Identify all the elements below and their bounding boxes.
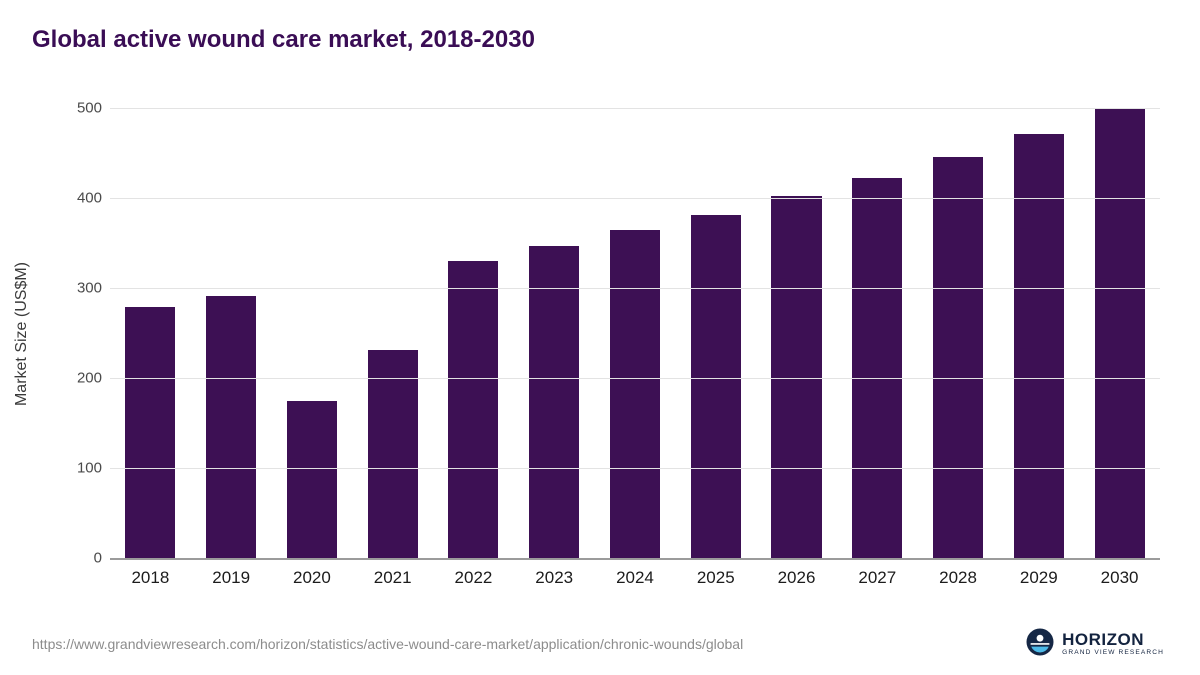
x-tick-label-2018: 2018 [131,568,170,587]
bar-2025 [690,215,741,558]
bar-2020 [286,400,337,558]
horizon-logo-text: HORIZON GRAND VIEW RESEARCH [1062,631,1164,657]
chart-title: Global active wound care market, 2018-20… [32,26,535,53]
bar-slot-2021 [352,108,433,558]
bar-2028 [933,156,984,558]
source-url: https://www.grandviewresearch.com/horizo… [32,636,744,652]
x-tick-label-2022: 2022 [454,568,493,587]
bar-2029 [1013,134,1064,558]
bar-slot-2027 [837,108,918,558]
bar-2024 [609,230,660,558]
x-tick-label-2029: 2029 [1019,568,1058,587]
x-tick-label-2023: 2023 [535,568,574,587]
bar-slot-2024 [595,108,676,558]
horizon-logo-icon [1026,628,1054,661]
bar-2021 [367,350,418,558]
horizon-logo-subtitle: GRAND VIEW RESEARCH [1062,649,1164,657]
bar-slot-2026 [756,108,837,558]
x-tick-label-2030: 2030 [1100,568,1139,587]
plot-area [110,108,1160,560]
y-tick-label-0: 0 [93,549,102,567]
bar-slot-2022 [433,108,514,558]
y-axis: 0 100 200 300 400 500 [58,100,102,567]
x-axis: 2018 2019 2020 2021 2022 2023 2024 2025 2026 2027… [110,568,1160,588]
horizon-logo: HORIZON GRAND VIEW RESEARCH [1026,628,1164,661]
x-tick-label-2024: 2024 [616,568,654,587]
y-tick-label-300: 300 [76,279,102,297]
bar-2019 [206,296,257,558]
gridline-500 [110,108,1160,109]
bar-slot-2030 [1079,108,1160,558]
x-tick-label-2028: 2028 [939,568,977,587]
bar-2018 [125,306,176,558]
x-tick-label-2026: 2026 [777,568,816,587]
gridline-100 [110,468,1160,469]
x-tick-label-2027: 2027 [858,568,897,587]
bar-slot-2019 [191,108,272,558]
gridline-300 [110,288,1160,289]
gridline-0 [110,558,1160,560]
y-axis-label: Market Size (US$M) [13,261,30,407]
x-tick-label-2021: 2021 [373,568,412,587]
bar-slot-2029 [998,108,1079,558]
bar-slot-2023 [514,108,595,558]
x-tick-label-2019: 2019 [212,568,251,587]
y-tick-label-400: 400 [76,189,102,207]
x-tick-label-2025: 2025 [696,568,735,587]
bars-row [110,108,1160,558]
bar-slot-2025 [675,108,756,558]
gridline-200 [110,378,1160,379]
y-tick-label-500: 500 [76,99,102,117]
gridline-400 [110,198,1160,199]
y-tick-label-100: 100 [76,459,102,477]
bar-2022 [448,261,499,558]
bar-slot-2020 [272,108,353,558]
x-tick-label-2020: 2020 [293,568,331,587]
bar-2027 [852,178,903,558]
bar-slot-2028 [918,108,999,558]
footer: https://www.grandviewresearch.com/horizo… [0,613,1200,675]
bar-slot-2018 [110,108,191,558]
horizon-logo-title: HORIZON [1062,630,1145,650]
bar-2026 [771,196,822,558]
bar-2023 [529,245,580,558]
bar-2030 [1094,108,1145,558]
y-tick-label-200: 200 [76,369,102,387]
